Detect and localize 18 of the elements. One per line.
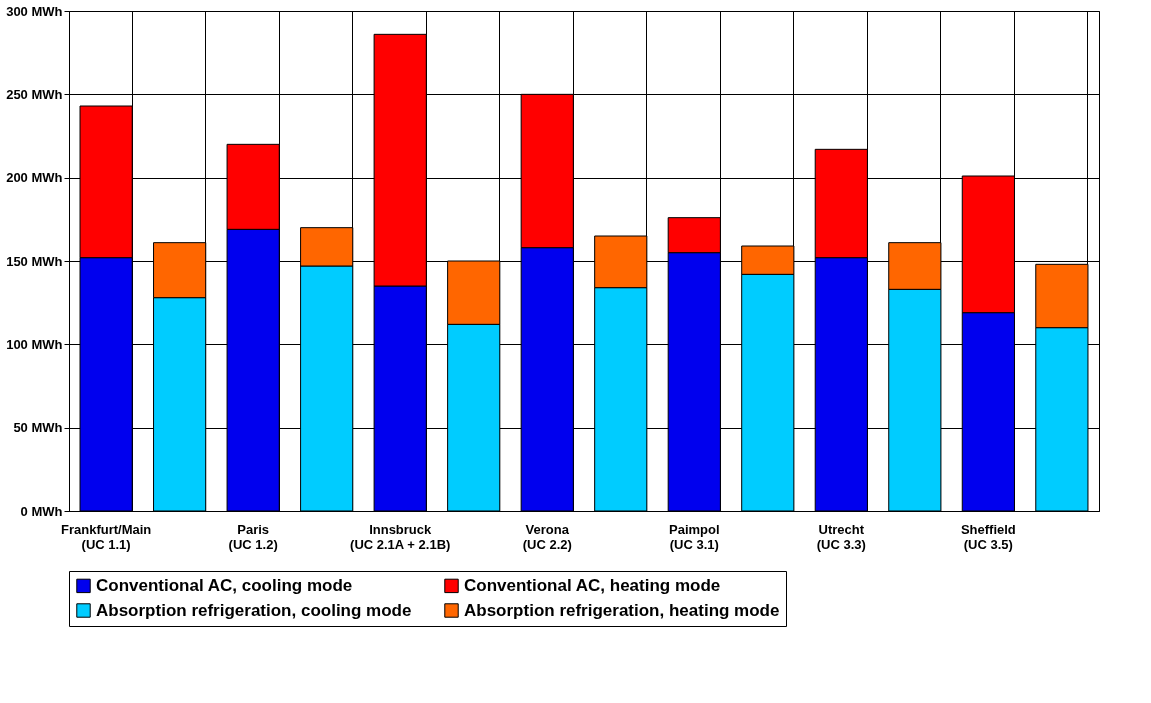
x-tick-label: Paris (UC 1.2)	[228, 521, 278, 552]
x-tick-label: Paimpol (UC 3.1)	[668, 521, 720, 552]
legend-label: Conventional AC, heating mode	[464, 575, 721, 595]
y-tick-label: 200 MWh	[6, 170, 63, 186]
x-tick-label: Sheffield (UC 3.5)	[960, 521, 1016, 552]
y-tick-label: 300 MWh	[6, 3, 63, 19]
legend-label: Absorption refrigeration, cooling mode	[96, 600, 412, 620]
y-tick-label: 100 MWh	[6, 336, 63, 352]
y-tick-label: 50 MWh	[13, 420, 63, 436]
y-tick-label: 150 MWh	[6, 253, 63, 269]
legend-label: Conventional AC, cooling mode	[96, 575, 353, 595]
y-tick-label: 250 MWh	[6, 86, 63, 102]
x-tick-label: Innsbruck (UC 2.1A + 2.1B)	[350, 521, 451, 552]
y-tick-label: 0 MWh	[20, 503, 63, 519]
x-tick-label: Frankfurt/Main (UC 1.1)	[60, 521, 152, 552]
x-tick-label: Utrecht (UC 3.3)	[816, 521, 866, 552]
x-tick-label: Verona (UC 2.2)	[522, 521, 572, 552]
legend-label: Absorption refrigeration, heating mode	[464, 600, 780, 620]
